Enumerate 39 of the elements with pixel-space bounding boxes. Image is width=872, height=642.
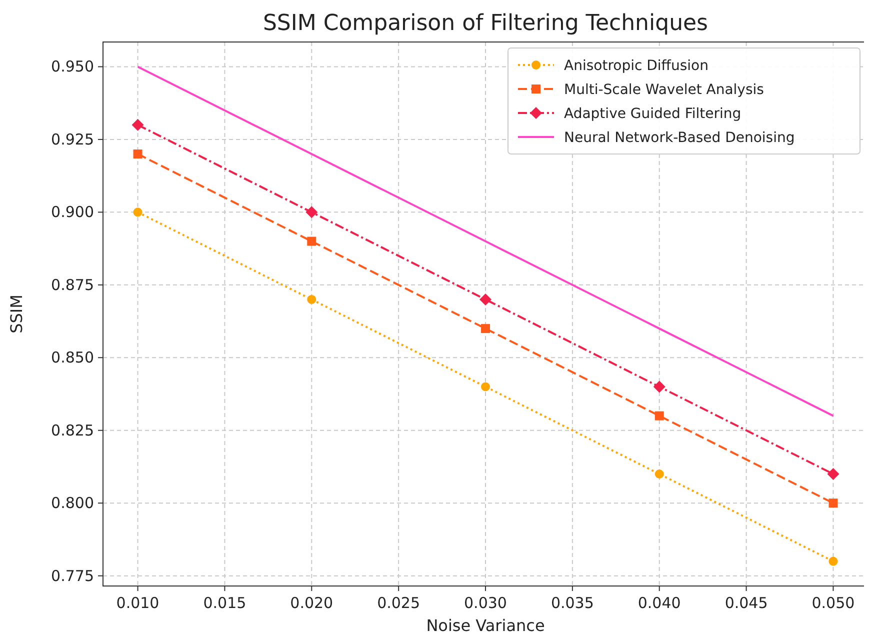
- point: [654, 470, 664, 478]
- x-tick-label: 0.050: [812, 594, 855, 612]
- x-tick-label: 0.025: [377, 594, 420, 612]
- point: [828, 556, 838, 566]
- x-tick-label: 0.030: [464, 594, 507, 612]
- x-tick-label: 0.035: [550, 594, 594, 612]
- point: [654, 411, 664, 420]
- point: [306, 206, 318, 218]
- legend-label: Neural Network-Based Denoising: [564, 130, 795, 146]
- x-tick-label: 0.015: [203, 594, 246, 612]
- point: [481, 382, 490, 392]
- point: [827, 468, 840, 480]
- y-tick-label: 0.850: [51, 348, 94, 367]
- y-tick-label: 0.950: [51, 58, 94, 76]
- point: [133, 150, 142, 158]
- y-tick-label: 0.925: [51, 130, 94, 148]
- y-tick-label: 0.775: [51, 566, 94, 585]
- point: [132, 118, 144, 131]
- y-axis-title: SSIM: [7, 294, 26, 334]
- legend-label: Adaptive Guided Filtering: [564, 106, 742, 122]
- point: [307, 236, 316, 246]
- legend-label: Anisotropic Diffusion: [564, 58, 708, 74]
- y-tick-label: 0.875: [51, 276, 94, 294]
- point: [133, 208, 142, 217]
- x-tick-label: 0.045: [724, 594, 768, 612]
- point: [480, 293, 492, 306]
- y-tick-label: 0.900: [51, 203, 94, 222]
- x-tick-label: 0.040: [638, 594, 681, 612]
- y-tick-label: 0.825: [51, 421, 94, 440]
- chart-title: SSIM Comparison of Filtering Techniques: [262, 11, 708, 36]
- point: [653, 380, 666, 393]
- point: [481, 324, 490, 334]
- y-tick-label: 0.800: [51, 494, 94, 512]
- x-axis-title: Noise Variance: [426, 616, 545, 635]
- point: [307, 294, 316, 304]
- legend-label: Multi-Scale Wavelet Analysis: [564, 82, 764, 98]
- point: [828, 498, 838, 508]
- x-tick-label: 0.010: [116, 594, 160, 612]
- x-tick-label: 0.020: [290, 594, 334, 612]
